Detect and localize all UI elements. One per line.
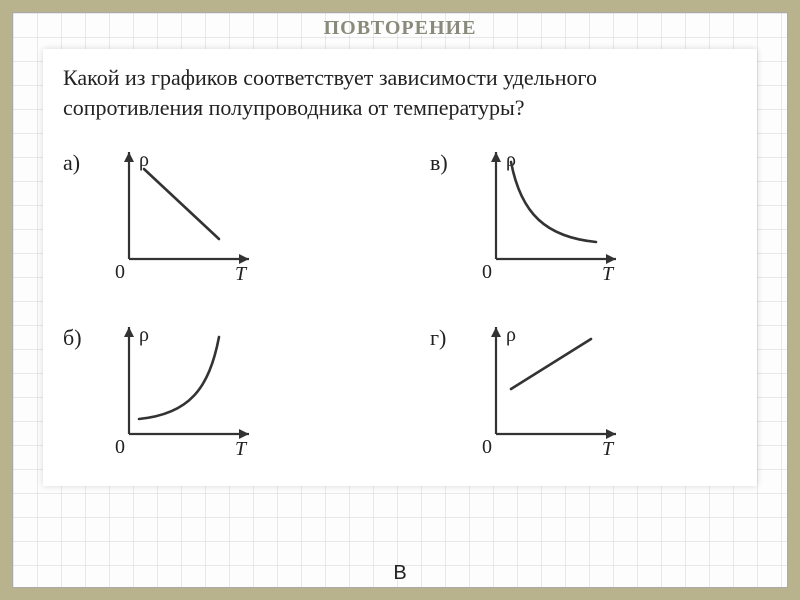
section-title: ПОВТОРЕНИЕ xyxy=(13,17,787,40)
origin-label: 0 xyxy=(115,436,125,458)
curve xyxy=(511,162,596,242)
outer-frame: ПОВТОРЕНИЕ Какой из графиков соответству… xyxy=(0,0,800,600)
graph-v: ρ 0 T xyxy=(466,144,636,289)
y-axis-arrow xyxy=(124,152,134,162)
option-label: в) xyxy=(430,144,458,176)
y-axis-arrow xyxy=(491,152,501,162)
x-axis-label: T xyxy=(602,263,615,285)
origin-label: 0 xyxy=(482,436,492,458)
y-axis-arrow xyxy=(124,327,134,337)
option-label: б) xyxy=(63,319,91,351)
graph-g: ρ 0 T xyxy=(466,319,636,464)
graph-b: ρ 0 T xyxy=(99,319,269,464)
question-text: Какой из графиков соответствует зависимо… xyxy=(63,63,737,122)
curve xyxy=(144,169,219,239)
option-label: г) xyxy=(430,319,458,351)
x-axis-label: T xyxy=(602,438,615,460)
answer-letter: В xyxy=(13,562,787,585)
x-axis-label: T xyxy=(235,438,248,460)
curve xyxy=(511,339,591,389)
origin-label: 0 xyxy=(482,261,492,283)
y-axis-arrow xyxy=(491,327,501,337)
option-label: а) xyxy=(63,144,91,176)
x-axis-label: T xyxy=(235,263,248,285)
graph-a: ρ 0 T xyxy=(99,144,269,289)
option-v: в) ρ 0 T xyxy=(430,144,737,289)
origin-label: 0 xyxy=(115,261,125,283)
curve xyxy=(139,337,219,419)
option-a: а) ρ 0 T xyxy=(63,144,370,289)
grid-background: ПОВТОРЕНИЕ Какой из графиков соответству… xyxy=(12,12,788,588)
y-axis-label: ρ xyxy=(506,324,516,346)
option-g: г) ρ 0 T xyxy=(430,319,737,464)
graph-options-grid: а) ρ 0 T в) xyxy=(63,144,737,464)
y-axis-label: ρ xyxy=(139,324,149,346)
option-b: б) ρ 0 T xyxy=(63,319,370,464)
question-card: Какой из графиков соответствует зависимо… xyxy=(43,49,757,486)
y-axis-label: ρ xyxy=(139,149,149,171)
